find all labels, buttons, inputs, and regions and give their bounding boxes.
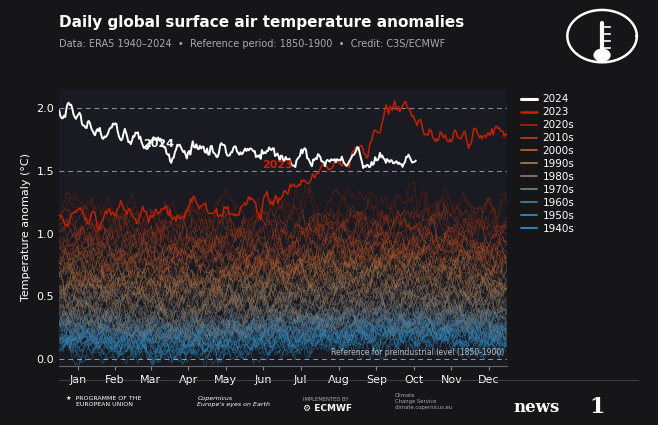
Text: Climate
Change Service
climate.copernicus.eu: Climate Change Service climate.copernicu… (395, 393, 453, 410)
Text: 1: 1 (589, 396, 605, 418)
Text: Copernicus
Europe's eyes on Earth: Copernicus Europe's eyes on Earth (197, 396, 270, 408)
Text: ★  PROGRAMME OF THE
     EUROPEAN UNION: ★ PROGRAMME OF THE EUROPEAN UNION (66, 396, 141, 408)
Text: Data: ERA5 1940–2024  •  Reference period: 1850-1900  •  Credit: C3S/ECMWF: Data: ERA5 1940–2024 • Reference period:… (59, 39, 445, 49)
Y-axis label: Temperature anomaly (°C): Temperature anomaly (°C) (21, 153, 31, 301)
Text: IMPLEMENTED BY: IMPLEMENTED BY (303, 397, 348, 402)
Text: Reference for preindustrial level (1850-1900): Reference for preindustrial level (1850-… (331, 348, 504, 357)
Text: 2023: 2023 (262, 160, 293, 170)
Legend: 2024, 2023, 2020s, 2010s, 2000s, 1990s, 1980s, 1970s, 1960s, 1950s, 1940s: 2024, 2023, 2020s, 2010s, 2000s, 1990s, … (521, 94, 574, 234)
Text: news: news (513, 399, 559, 416)
Circle shape (594, 49, 610, 61)
Text: ⚙ ECMWF: ⚙ ECMWF (303, 403, 351, 413)
Text: Daily global surface air temperature anomalies: Daily global surface air temperature ano… (59, 15, 465, 30)
Text: 2024: 2024 (143, 139, 174, 149)
